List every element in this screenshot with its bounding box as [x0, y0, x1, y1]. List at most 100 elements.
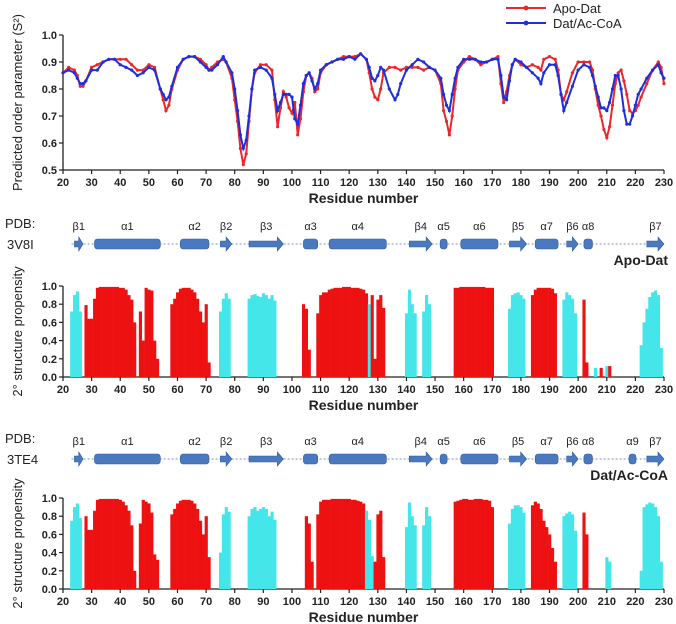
helix-bar [130, 299, 134, 377]
helix-bar [356, 500, 360, 589]
x-tick-label: 60 [171, 177, 183, 189]
strand-bar [653, 507, 658, 589]
data-point [236, 109, 240, 113]
x-tick-label: 220 [626, 596, 644, 608]
bars-2 [70, 498, 663, 589]
strand-bar [659, 561, 663, 589]
data-point [253, 68, 257, 72]
data-point [645, 82, 649, 86]
strand-bar [224, 507, 228, 589]
data-point [453, 76, 457, 80]
pdb-id: 3TE4 [7, 452, 38, 467]
helix-bar [487, 500, 492, 589]
strand-bar [570, 298, 575, 377]
topology-label: α8 [582, 436, 594, 448]
helix-cylinder [303, 238, 319, 250]
helix-bar [113, 498, 117, 589]
x-tick-label: 30 [85, 384, 97, 396]
helix-bar [336, 498, 340, 589]
helix-cylinder [628, 453, 637, 465]
topology-label: α8 [582, 221, 594, 233]
data-point [404, 68, 408, 72]
strand-bar [508, 523, 512, 589]
topology-label: α3 [304, 436, 316, 448]
y-axis-title: 2° structure propensity [10, 266, 25, 397]
data-point [264, 63, 268, 67]
strand-bar [605, 366, 609, 377]
topology-label: β6 [566, 221, 578, 233]
topology-label: α1 [121, 221, 133, 233]
helix-bar [364, 293, 369, 377]
data-point [467, 55, 471, 59]
topology-label: β2 [220, 436, 232, 448]
data-point [158, 87, 162, 91]
x-axis-title: Residue number [309, 397, 419, 413]
helix-bar [487, 287, 492, 377]
helix-bar [459, 286, 463, 377]
data-point [241, 146, 245, 150]
helix-bar [370, 295, 374, 377]
strand-bar [256, 510, 260, 589]
strand-bar [221, 298, 225, 377]
helix-bar [548, 534, 552, 589]
data-point [347, 55, 351, 59]
data-point [198, 60, 202, 64]
data-point [324, 63, 328, 67]
strand-bar [413, 313, 417, 377]
helix-bar [453, 501, 457, 589]
strand-bar [642, 322, 646, 377]
helix-bar [93, 298, 97, 377]
strand-bar [522, 512, 526, 589]
x-tick-label: 230 [655, 177, 673, 189]
helix-bar [196, 508, 200, 589]
strand-bar [565, 292, 569, 377]
data-point [258, 65, 263, 69]
helix-bar [190, 289, 194, 377]
data-point [78, 82, 82, 86]
data-point [307, 71, 311, 75]
data-point [588, 60, 592, 64]
strand-arrow [566, 236, 579, 252]
helix-bar [536, 503, 540, 589]
data-point [628, 122, 632, 126]
data-point [602, 127, 606, 132]
helix-bar [530, 505, 535, 589]
strand-bar [510, 508, 515, 589]
helix-bar [193, 503, 197, 589]
helix-bar [324, 292, 329, 377]
data-point [81, 84, 85, 88]
helix-bar [207, 557, 211, 589]
strand-bar [642, 507, 646, 589]
data-point [290, 95, 294, 99]
helix-bar [459, 499, 463, 589]
helix-bar [118, 287, 122, 377]
data-point [662, 76, 666, 80]
strand-bar [568, 511, 572, 589]
helix-bar [362, 503, 366, 589]
helix-bar [201, 534, 205, 589]
helix-bar [356, 287, 360, 377]
strand-bar [267, 516, 271, 589]
data-point [553, 57, 557, 61]
data-point [95, 63, 99, 67]
x-tick-label: 60 [171, 384, 183, 396]
data-point [444, 103, 449, 107]
x-tick-label: 40 [114, 596, 126, 608]
data-point [619, 87, 623, 91]
helix-bar [198, 520, 203, 589]
data-point [72, 71, 76, 75]
helix-bar [553, 293, 557, 377]
x-tick-label: 190 [540, 384, 558, 396]
x-tick-label: 80 [229, 177, 241, 189]
topology-label: β6 [566, 436, 578, 448]
data-point [273, 92, 277, 96]
data-point [519, 60, 523, 64]
helix-bar [307, 523, 311, 589]
x-tick-label: 200 [569, 384, 587, 396]
x-tick-label: 110 [312, 596, 330, 608]
strand-bar [513, 293, 517, 377]
strand-bar [410, 516, 414, 589]
y-tick-label: 0.0 [42, 372, 57, 384]
y-tick-label: 0.6 [42, 529, 57, 541]
data-point [462, 57, 466, 61]
